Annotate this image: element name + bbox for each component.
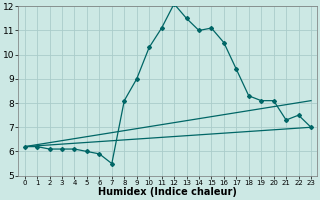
X-axis label: Humidex (Indice chaleur): Humidex (Indice chaleur): [98, 187, 237, 197]
